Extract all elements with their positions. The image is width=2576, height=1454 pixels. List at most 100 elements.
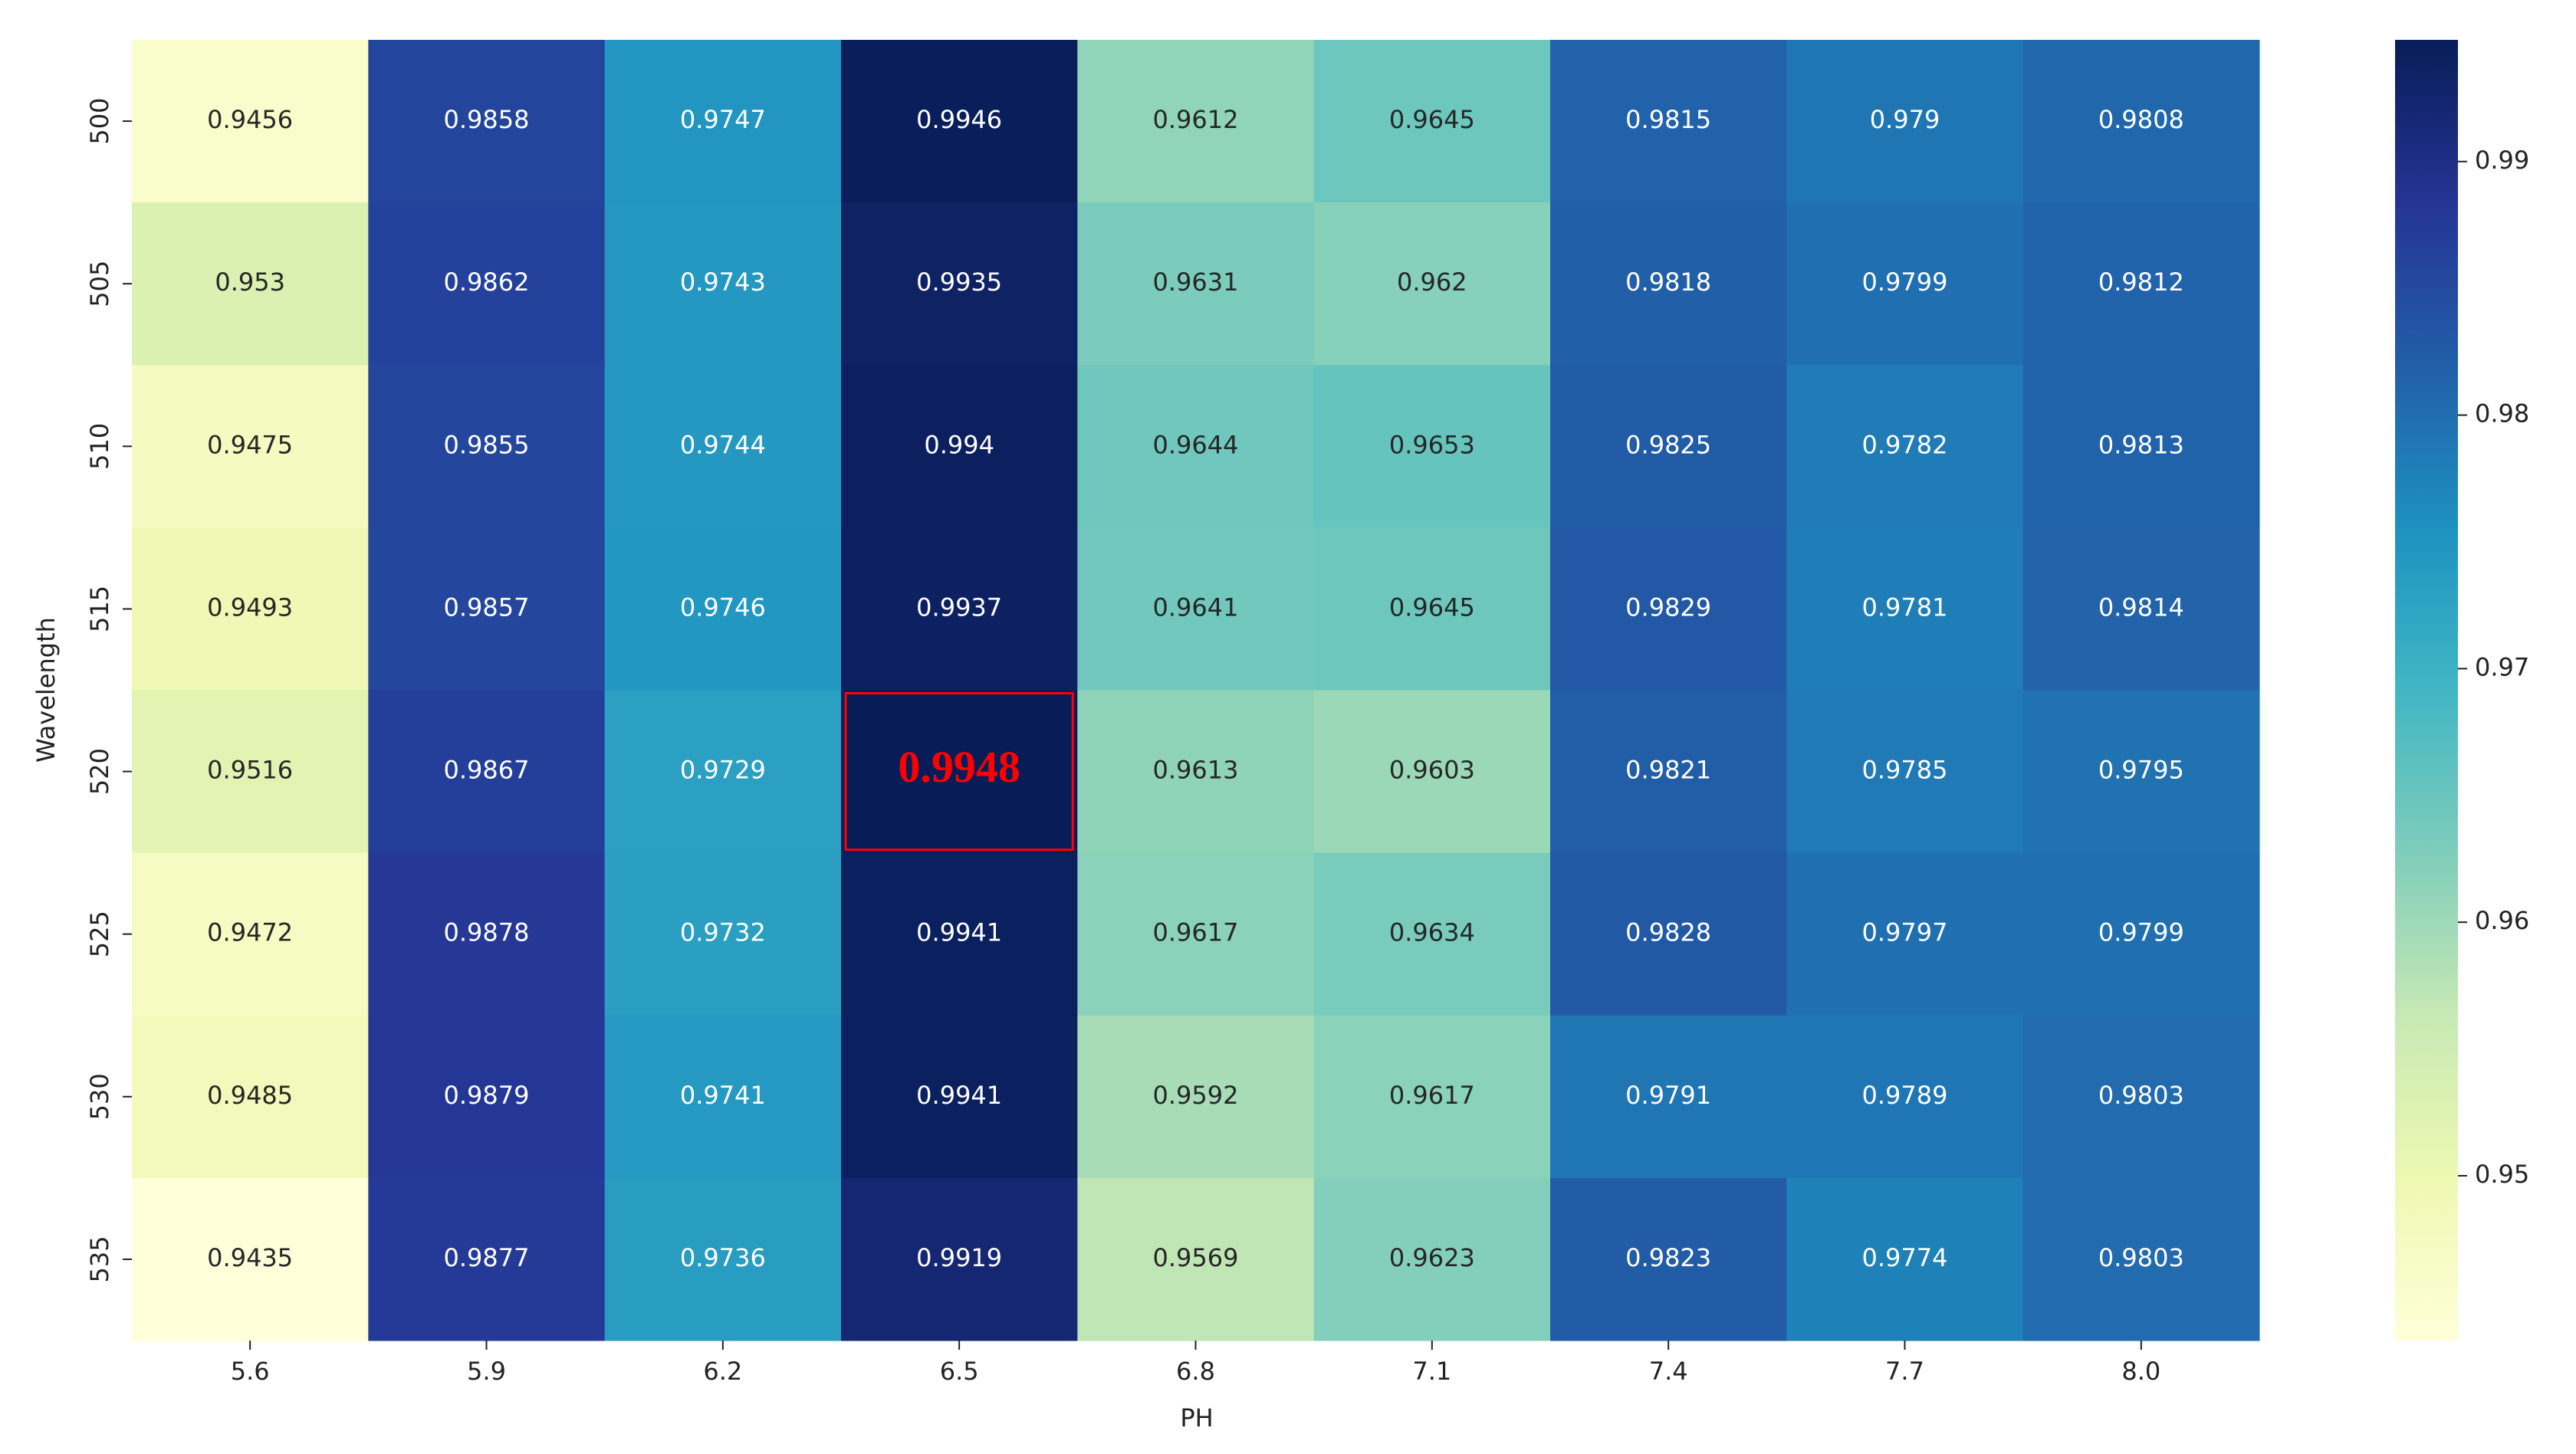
cell bbox=[132, 1177, 369, 1341]
cell-label: 0.9569 bbox=[1153, 1243, 1239, 1272]
cell bbox=[1550, 690, 1787, 854]
cell bbox=[604, 365, 842, 528]
cell-label: 0.9879 bbox=[444, 1081, 530, 1110]
y-tick-label: 515 bbox=[85, 586, 114, 632]
cell-label: 0.9634 bbox=[1389, 918, 1475, 947]
x-tick-label: 7.4 bbox=[1649, 1357, 1688, 1386]
cell-label: 0.9812 bbox=[2098, 267, 2184, 297]
cell-label: 0.9803 bbox=[2098, 1081, 2184, 1110]
cell-label: 0.9631 bbox=[1153, 267, 1239, 297]
y-tick-label: 535 bbox=[85, 1236, 114, 1282]
cell-label: 0.9785 bbox=[1862, 756, 1948, 785]
cell bbox=[1786, 202, 2024, 366]
cell bbox=[1786, 527, 2024, 691]
cell-label: 0.9653 bbox=[1389, 430, 1475, 459]
cell-label: 0.9747 bbox=[680, 105, 766, 134]
cell bbox=[1313, 852, 1551, 1016]
cell bbox=[1077, 40, 1315, 203]
x-tick-label: 8.0 bbox=[2121, 1357, 2160, 1386]
y-axis-label: Wavelength bbox=[31, 617, 61, 763]
x-tick-label: 5.6 bbox=[231, 1357, 270, 1386]
cell-label: 0.9781 bbox=[1862, 592, 1948, 622]
cell bbox=[1550, 202, 1787, 366]
cell bbox=[1550, 365, 1787, 528]
cell bbox=[2022, 1015, 2260, 1179]
cell-label: 0.9435 bbox=[207, 1243, 293, 1272]
cell-label: 0.9948 bbox=[898, 742, 1020, 792]
cell bbox=[132, 852, 369, 1016]
cell-label: 0.9791 bbox=[1625, 1081, 1711, 1110]
cell bbox=[2022, 527, 2260, 691]
cell-label: 0.9946 bbox=[916, 105, 1002, 134]
cell-label: 0.9803 bbox=[2098, 1243, 2184, 1272]
colorbar bbox=[2395, 40, 2458, 1341]
cell bbox=[1550, 527, 1787, 691]
cell bbox=[1313, 1177, 1551, 1341]
y-tick-label: 500 bbox=[85, 98, 114, 145]
cell-label: 0.9858 bbox=[444, 105, 530, 134]
cell-label: 0.9799 bbox=[1862, 267, 1948, 297]
cell-label: 0.9825 bbox=[1625, 430, 1711, 459]
cell bbox=[1786, 40, 2024, 203]
cell bbox=[1313, 202, 1551, 366]
cell bbox=[1550, 1177, 1787, 1341]
cell bbox=[2022, 690, 2260, 854]
cell bbox=[2022, 852, 2260, 1016]
cell bbox=[368, 527, 606, 691]
cell bbox=[604, 690, 842, 854]
cell-label: 0.9813 bbox=[2098, 430, 2184, 459]
cell bbox=[1313, 527, 1551, 691]
cell bbox=[841, 365, 1078, 528]
cell bbox=[1786, 365, 2024, 528]
cell-label: 0.9828 bbox=[1625, 918, 1711, 947]
cell bbox=[1077, 202, 1315, 366]
cell-label: 0.9857 bbox=[444, 592, 530, 622]
cell bbox=[604, 1177, 842, 1341]
cell bbox=[1077, 852, 1315, 1016]
cell-label: 0.9475 bbox=[207, 430, 293, 459]
cell-label: 0.9855 bbox=[444, 430, 530, 459]
cell bbox=[1313, 1015, 1551, 1179]
cell bbox=[841, 690, 1078, 854]
cell bbox=[2022, 40, 2260, 203]
cell bbox=[841, 1177, 1078, 1341]
colorbar-tick-label: 0.96 bbox=[2475, 906, 2529, 935]
cell-label: 0.9799 bbox=[2098, 918, 2184, 947]
cell bbox=[1786, 1015, 2024, 1179]
x-axis-label: PH bbox=[1180, 1403, 1213, 1433]
cell-label: 0.9941 bbox=[916, 1081, 1002, 1110]
x-tick-label: 7.1 bbox=[1412, 1357, 1451, 1386]
cell-label: 0.9937 bbox=[916, 592, 1002, 622]
y-tick-label: 525 bbox=[85, 911, 114, 957]
x-tick-label: 6.8 bbox=[1176, 1357, 1215, 1386]
x-tick-label: 6.5 bbox=[940, 1357, 979, 1386]
cell-label: 0.9744 bbox=[680, 430, 766, 459]
cell bbox=[1077, 1015, 1315, 1179]
cell-label: 0.9935 bbox=[916, 267, 1002, 297]
cell bbox=[841, 852, 1078, 1016]
cell-label: 0.9472 bbox=[207, 918, 293, 947]
cell-label: 0.9818 bbox=[1625, 267, 1711, 297]
cell-label: 0.953 bbox=[215, 267, 285, 297]
cell bbox=[841, 527, 1078, 691]
cell-label: 0.9808 bbox=[2098, 105, 2184, 134]
cell bbox=[368, 690, 606, 854]
cell bbox=[1550, 852, 1787, 1016]
cell bbox=[2022, 202, 2260, 366]
cell-label: 0.962 bbox=[1397, 267, 1467, 297]
cell bbox=[132, 690, 369, 854]
cell-label: 0.9603 bbox=[1389, 756, 1475, 785]
y-tick-label: 520 bbox=[85, 748, 114, 795]
cell bbox=[368, 1015, 606, 1179]
cell bbox=[1786, 690, 2024, 854]
cell-label: 0.9732 bbox=[680, 918, 766, 947]
x-tick-label: 6.2 bbox=[703, 1357, 742, 1386]
cell bbox=[604, 40, 842, 203]
cell-label: 0.9612 bbox=[1153, 105, 1239, 134]
cell bbox=[1550, 1015, 1787, 1179]
y-tick-label: 510 bbox=[85, 423, 114, 470]
cell-label: 0.9941 bbox=[916, 918, 1002, 947]
cell bbox=[368, 852, 606, 1016]
cell bbox=[604, 202, 842, 366]
cell-label: 0.9919 bbox=[916, 1243, 1002, 1272]
